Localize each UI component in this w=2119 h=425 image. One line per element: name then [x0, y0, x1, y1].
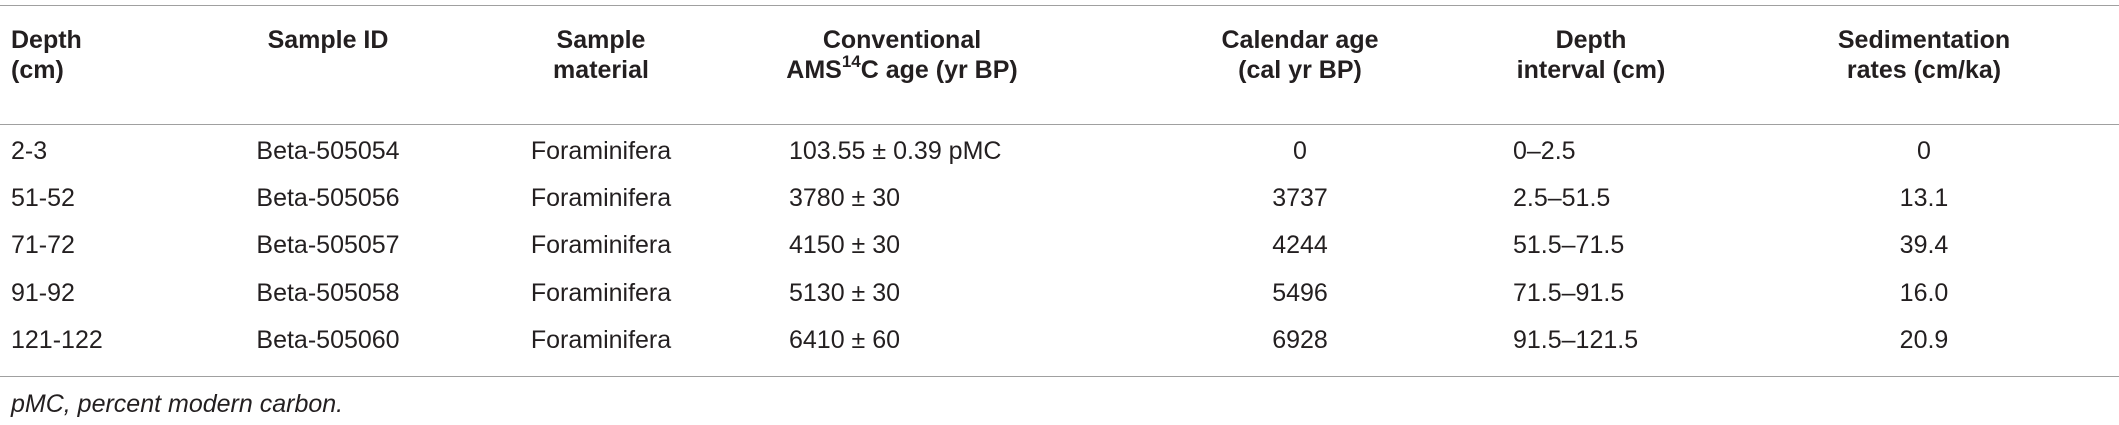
header-text: Sample ID — [267, 26, 389, 54]
header-text: Depth — [1555, 26, 1627, 54]
sample-id-cell: Beta-505058 — [256, 278, 400, 307]
sedimentation-rate-cell: 16.0 — [1899, 278, 1949, 307]
material-cell: Foraminifera — [530, 137, 672, 165]
depth-cell: 121-122 — [11, 325, 103, 354]
sedimentation-rate-cell: 20.9 — [1899, 325, 1949, 354]
interval-cell: 51.5–71.5 — [1513, 231, 1625, 260]
calendar-age-cell: 0 — [1293, 137, 1307, 165]
sample-id-cell: Beta-505057 — [256, 231, 400, 260]
header-text: Calendar age — [1221, 26, 1379, 54]
header-text: Depth — [11, 26, 82, 54]
age-cell: 5130 ± 30 — [789, 278, 901, 307]
footnote: pMC, percent modern carbon. — [11, 390, 344, 418]
calendar-age-cell: 3737 — [1272, 184, 1328, 213]
header-interval: Depth interval (cm) — [1517, 25, 1666, 85]
header-text: Sample — [556, 26, 646, 54]
interval-cell: 0–2.5 — [1513, 137, 1576, 165]
material-cell: Foraminifera — [530, 231, 672, 260]
header-material: Sample material — [553, 25, 649, 85]
calendar-age-cell: 5496 — [1272, 278, 1328, 307]
header-text: Sedimentation — [1837, 26, 2011, 54]
bottom-rule — [0, 376, 2119, 377]
depth-cell: 2-3 — [11, 137, 48, 165]
calendar-age-cell: 6928 — [1272, 325, 1328, 354]
sample-id-cell: Beta-505060 — [256, 325, 400, 354]
header-age: Conventional AMS14C age (yr BP) — [786, 25, 1017, 85]
material-cell: Foraminifera — [530, 278, 672, 307]
header-text: material — [553, 56, 649, 84]
header-depth: Depth (cm) — [11, 25, 82, 85]
material-cell: Foraminifera — [530, 184, 672, 213]
sample-id-cell: Beta-505056 — [256, 184, 400, 213]
interval-cell: 71.5–91.5 — [1513, 278, 1625, 307]
age-cell: 4150 ± 30 — [789, 231, 901, 260]
interval-cell: 2.5–51.5 — [1513, 184, 1611, 213]
header-text: Conventional — [822, 26, 982, 54]
depth-cell: 71-72 — [11, 231, 75, 260]
depth-cell: 51-52 — [11, 184, 75, 213]
header-text: rates (cm/ka) — [1846, 56, 2002, 84]
age-cell: 103.55 ± 0.39 pMC — [789, 137, 1002, 165]
top-rule — [0, 5, 2119, 6]
material-cell: Foraminifera — [530, 325, 672, 354]
sedimentation-rate-cell: 0 — [1917, 137, 1931, 165]
header-text: C age (yr BP) — [860, 56, 1018, 84]
header-text: (cal yr BP) — [1238, 56, 1362, 84]
header-rule — [0, 124, 2119, 125]
header-sample-id: Sample ID — [268, 25, 389, 55]
age-cell: 6410 ± 60 — [789, 325, 901, 354]
depth-cell: 91-92 — [11, 278, 75, 307]
header-text: interval (cm) — [1516, 56, 1666, 84]
header-text: AMS — [786, 56, 842, 84]
header-line: AMS14C age (yr BP) — [786, 51, 1018, 85]
sedimentation-rate-cell: 39.4 — [1899, 231, 1949, 260]
sample-id-cell: Beta-505054 — [256, 137, 400, 165]
sedimentation-rate-cell: 13.1 — [1899, 184, 1949, 213]
superscript: 14 — [841, 51, 861, 71]
header-sedimentation: Sedimentation rates (cm/ka) — [1838, 25, 2010, 85]
header-text: (cm) — [11, 56, 64, 84]
header-calendar: Calendar age (cal yr BP) — [1221, 25, 1378, 85]
interval-cell: 91.5–121.5 — [1513, 325, 1639, 354]
calendar-age-cell: 4244 — [1272, 231, 1328, 260]
age-cell: 3780 ± 30 — [789, 184, 901, 213]
